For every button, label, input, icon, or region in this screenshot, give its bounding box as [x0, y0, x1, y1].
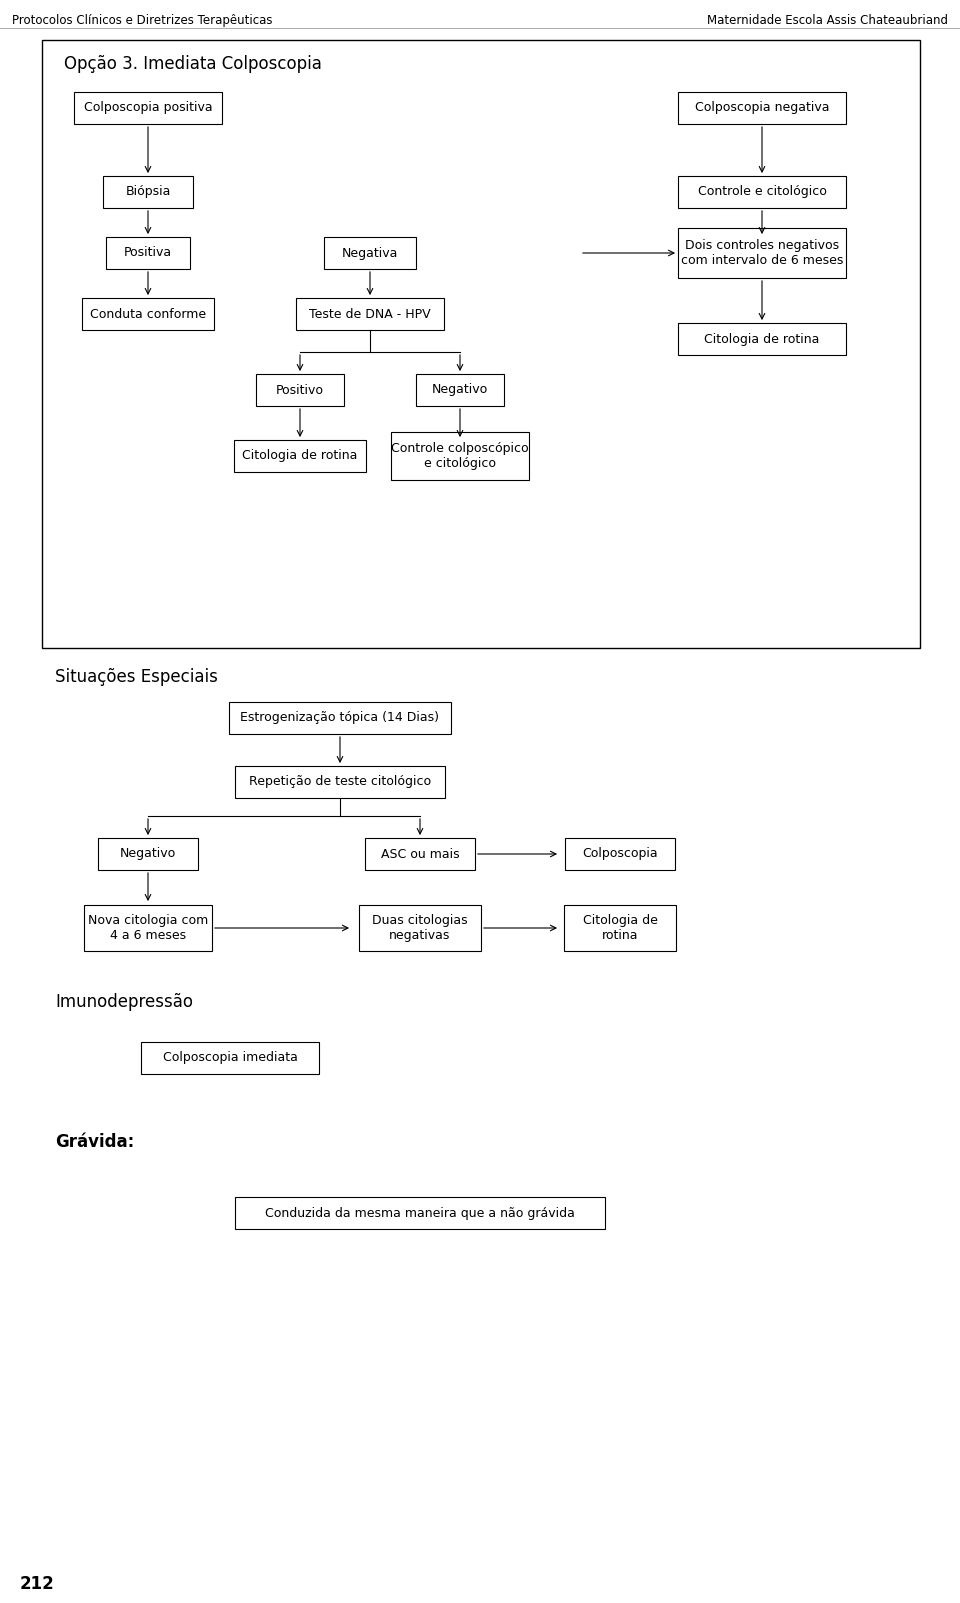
- Text: Dois controles negativos
com intervalo de 6 meses: Dois controles negativos com intervalo d…: [681, 239, 843, 268]
- Bar: [678, 91, 846, 123]
- Text: Negativo: Negativo: [432, 383, 488, 396]
- Bar: [42, 40, 920, 648]
- Bar: [84, 906, 212, 951]
- Text: Conduzida da mesma maneira que a não grávida: Conduzida da mesma maneira que a não grá…: [265, 1207, 575, 1220]
- Bar: [141, 1042, 319, 1074]
- Bar: [324, 237, 416, 269]
- Bar: [82, 298, 214, 330]
- Text: Conduta conforme: Conduta conforme: [90, 308, 206, 321]
- Text: Controle colposcópico
e citológico: Controle colposcópico e citológico: [391, 442, 529, 470]
- Text: Controle e citológico: Controle e citológico: [698, 186, 827, 199]
- Text: Imunodepressão: Imunodepressão: [55, 992, 193, 1011]
- Text: Colposcopia positiva: Colposcopia positiva: [84, 101, 212, 114]
- Bar: [106, 237, 190, 269]
- Bar: [234, 439, 366, 471]
- Text: Nova citologia com
4 a 6 meses: Nova citologia com 4 a 6 meses: [88, 914, 208, 943]
- Text: Negativa: Negativa: [342, 247, 398, 260]
- Bar: [365, 838, 475, 870]
- Text: Maternidade Escola Assis Chateaubriand: Maternidade Escola Assis Chateaubriand: [707, 14, 948, 27]
- Text: Grávida:: Grávida:: [55, 1133, 134, 1151]
- Text: Teste de DNA - HPV: Teste de DNA - HPV: [309, 308, 431, 321]
- Bar: [391, 431, 529, 479]
- Text: Repetição de teste citológico: Repetição de teste citológico: [249, 776, 431, 789]
- Text: Positiva: Positiva: [124, 247, 172, 260]
- Bar: [98, 838, 198, 870]
- Bar: [678, 322, 846, 354]
- Text: Colposcopia imediata: Colposcopia imediata: [162, 1052, 298, 1064]
- Bar: [678, 176, 846, 208]
- Bar: [229, 702, 451, 734]
- Bar: [678, 228, 846, 277]
- Text: Opção 3. Imediata Colposcopia: Opção 3. Imediata Colposcopia: [64, 55, 322, 74]
- Bar: [235, 1197, 605, 1230]
- Text: ASC ou mais: ASC ou mais: [381, 848, 459, 861]
- Bar: [74, 91, 222, 123]
- Text: 212: 212: [20, 1576, 55, 1593]
- Text: Positivo: Positivo: [276, 383, 324, 396]
- Text: Negativo: Negativo: [120, 848, 176, 861]
- Bar: [235, 766, 445, 798]
- Bar: [416, 373, 504, 406]
- Bar: [359, 906, 481, 951]
- Text: Citologia de rotina: Citologia de rotina: [705, 332, 820, 346]
- Text: Situações Especiais: Situações Especiais: [55, 668, 218, 686]
- Bar: [103, 176, 193, 208]
- Text: Protocolos Clínicos e Diretrizes Terapêuticas: Protocolos Clínicos e Diretrizes Terapêu…: [12, 14, 273, 27]
- Text: Colposcopia negativa: Colposcopia negativa: [695, 101, 829, 114]
- Bar: [565, 838, 675, 870]
- Bar: [296, 298, 444, 330]
- Bar: [256, 373, 344, 406]
- Text: Biópsia: Biópsia: [126, 186, 171, 199]
- Text: Colposcopia: Colposcopia: [582, 848, 658, 861]
- Bar: [564, 906, 676, 951]
- Text: Citologia de
rotina: Citologia de rotina: [583, 914, 658, 943]
- Text: Duas citologias
negativas: Duas citologias negativas: [372, 914, 468, 943]
- Text: Estrogenização tópica (14 Dias): Estrogenização tópica (14 Dias): [241, 712, 440, 725]
- Text: Citologia de rotina: Citologia de rotina: [242, 449, 358, 463]
